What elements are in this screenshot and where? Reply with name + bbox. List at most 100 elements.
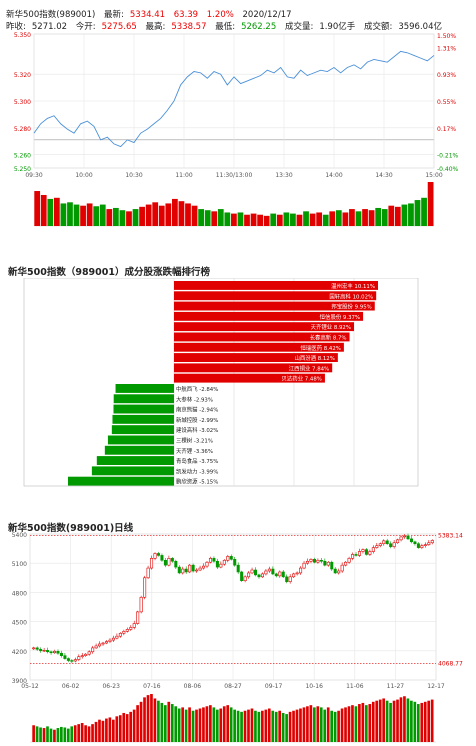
intraday-x-tick: 10:00 [75, 172, 92, 179]
intraday-y-tick: 5.350 [14, 32, 31, 39]
candle-body [267, 568, 271, 572]
daily-volume-bar [233, 709, 236, 742]
intraday-y-tick: 5.320 [14, 72, 31, 79]
daily-volume-bar [261, 710, 264, 742]
daily-volume-bar [306, 706, 309, 742]
candle-body [378, 543, 382, 546]
daily-volume-bar [240, 711, 243, 742]
daily-volume-bar [385, 700, 389, 742]
ranking-bar-label: 南京熊猫 -2.94% [176, 406, 218, 414]
candle-body [215, 560, 219, 568]
candle-body [63, 655, 67, 659]
intraday-volume-bar [47, 198, 54, 226]
candle-body [420, 545, 424, 548]
intraday-volume-bar [191, 205, 198, 226]
daily-volume-bar [63, 727, 67, 742]
intraday-volume-bar [276, 214, 283, 226]
intraday-volume-bar [172, 198, 178, 226]
candle-body [240, 571, 244, 582]
candle-body [156, 553, 161, 556]
candle-body [167, 558, 171, 566]
candle-body [195, 569, 199, 572]
candle-body [80, 655, 84, 657]
intraday-volume-bar [40, 194, 47, 226]
candle-body [219, 563, 223, 568]
daily-volume-bar [264, 709, 268, 742]
candle-body [205, 561, 209, 567]
candle-body [101, 642, 105, 645]
candle-body [118, 632, 122, 637]
candle-body [385, 540, 389, 545]
daily-volume-bar [222, 706, 226, 742]
candle-body [56, 650, 60, 654]
intraday-volume-bar [152, 202, 159, 226]
intraday-volume-bar [132, 209, 139, 226]
intraday-pct-tick: -0.21% [437, 153, 459, 160]
candle-body [323, 560, 327, 566]
ranking-bar-label: 大参林 -2.93% [176, 395, 213, 403]
daily-volume-bar [302, 707, 306, 742]
intraday-volume-bar [178, 201, 185, 226]
daily-volume-bar [288, 711, 292, 742]
intraday-volume-bar [303, 211, 309, 226]
daily-volume-bar [316, 706, 320, 742]
intraday-volume-bar [309, 213, 316, 226]
daily-volume-bar [73, 725, 77, 742]
candle-body [160, 555, 164, 561]
intraday-volume-bar [381, 209, 388, 226]
daily-volume-bar [174, 706, 178, 742]
intraday-volume-bar [231, 213, 237, 226]
intraday-volume-bar [322, 214, 329, 226]
daily-volume-bar [105, 718, 108, 742]
daily-volume-bar [406, 698, 410, 742]
intraday-volume-bar [119, 210, 126, 226]
daily-y-tick: 4800 [12, 590, 27, 597]
intraday-volume-bar [270, 213, 277, 226]
daily-volume-bar [274, 711, 278, 742]
candle-body [319, 559, 323, 562]
candle-body [139, 596, 143, 613]
candle-body [361, 549, 365, 552]
daily-volume-bar [108, 717, 112, 742]
intraday-volume-bar [388, 205, 395, 226]
intraday-volume-bar [73, 204, 80, 226]
daily-volume-bar [313, 707, 316, 742]
candle-body [274, 573, 278, 577]
candle-body [233, 559, 237, 566]
daily-volume-bar [354, 706, 358, 742]
candle-body [312, 559, 316, 563]
daily-volume-bar [351, 705, 354, 742]
daily-volume-bar [205, 706, 209, 742]
candle-body [406, 535, 410, 540]
daily-volume-bar [413, 701, 417, 742]
daily-volume-bar [115, 716, 119, 742]
daily-volume-bar [375, 700, 379, 742]
intraday-y-tick: 5.260 [14, 153, 31, 160]
daily-x-tick: 07-16 [143, 683, 161, 690]
intraday-volume-bar [349, 209, 355, 226]
candle-body [174, 560, 178, 568]
candle-body [115, 635, 119, 639]
daily-volume-bar [299, 708, 302, 742]
daily-x-tick: 09-17 [265, 683, 283, 690]
daily-volume-bar [157, 700, 160, 742]
candle-body [111, 637, 115, 641]
ranking-bar [174, 322, 354, 332]
candle-body [163, 559, 167, 566]
candle-body [264, 570, 268, 575]
candle-body [143, 577, 147, 598]
intraday-volume-bar [86, 203, 93, 226]
daily-volume-bar [358, 704, 361, 742]
daily-volume-bar [198, 708, 202, 742]
daily-volume-bar [132, 709, 136, 742]
daily-volume-bar [163, 705, 167, 742]
candle-body [330, 561, 334, 570]
candle-body [351, 554, 355, 559]
candle-body [333, 568, 337, 574]
daily-volume-bar [344, 707, 347, 742]
daily-volume-bar [285, 714, 288, 742]
intraday-volume-bar [362, 209, 368, 226]
candle-body [389, 543, 393, 547]
intraday-volume-bar [414, 200, 421, 226]
